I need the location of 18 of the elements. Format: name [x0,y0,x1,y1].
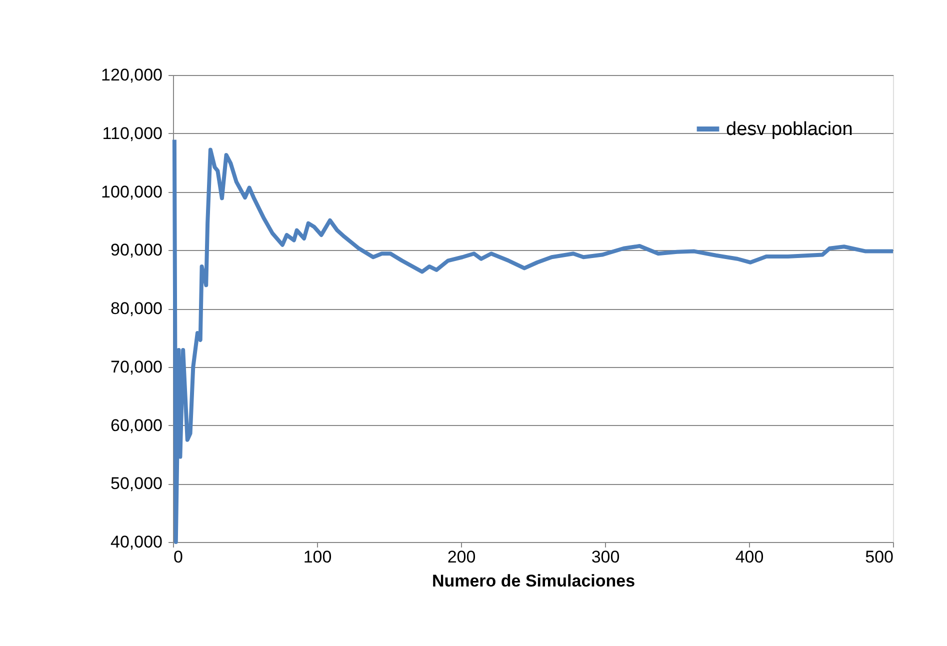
x-tick-label: 300 [591,548,620,566]
y-tick-label: 110,000 [102,124,162,143]
line-series [172,138,895,544]
y-tick-label: 40,000 [110,532,162,552]
x-tick-label: 0 [174,548,183,566]
x-axis-title: Numero de Simulaciones [432,572,636,590]
x-tick-label: 100 [303,548,332,566]
x-tick-label: 200 [447,548,476,566]
legend-label: desv poblacion [726,119,853,140]
y-tick-label: 90,000 [110,240,162,260]
y-tick-label: 70,000 [110,357,162,376]
x-tick-label: 500 [865,548,894,566]
y-tick-label: 80,000 [110,299,162,318]
y-tick-label: 50,000 [110,474,162,494]
y-tick-label: 120,000 [101,66,162,84]
y-tick-label: 100,000 [101,182,162,202]
y-tick-label: 60,000 [110,416,162,435]
x-tick-label: 400 [735,548,764,566]
